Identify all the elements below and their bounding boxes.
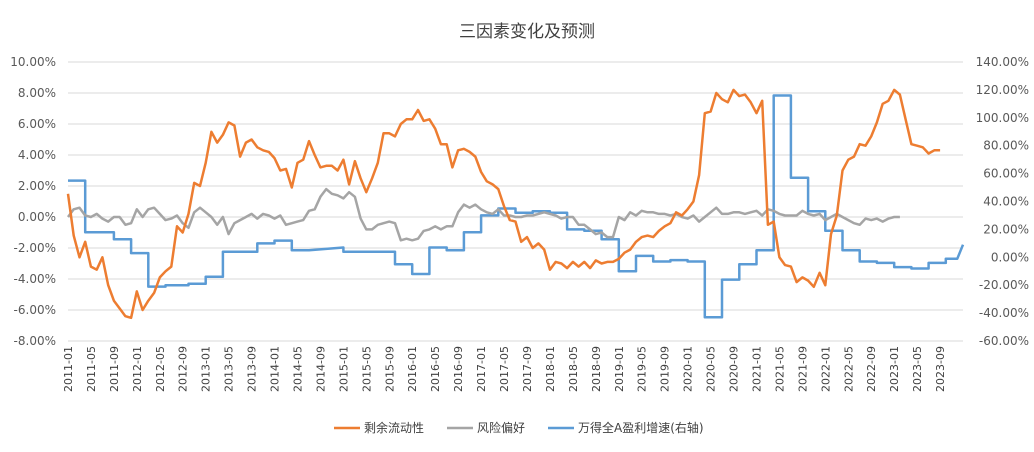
x-tick-label: 2011-05 [85, 346, 98, 392]
left-tick-label: 2.00% [18, 179, 56, 193]
left-tick-label: 6.00% [18, 117, 56, 131]
right-tick-label: 120.00% [976, 83, 1029, 97]
gridlines [68, 61, 963, 342]
x-tick-label: 2016-05 [429, 346, 442, 392]
x-tick-label: 2013-05 [223, 346, 236, 392]
x-axis-ticks: 2011-01 2011-05 2011-09 2012-01 2012-05 2012-… [62, 346, 947, 392]
x-tick-label: 2012-05 [154, 346, 167, 392]
series-layer [66, 88, 965, 320]
right-tick-label: 60.00% [983, 167, 1029, 181]
x-tick-label: 2022-05 [842, 346, 855, 392]
legend-item-excess-liquidity[interactable]: 剩余流动性 [334, 420, 424, 435]
left-tick-label: 10.00% [10, 55, 56, 69]
x-tick-label: 2023-01 [888, 346, 901, 392]
x-tick-label: 2012-01 [131, 346, 144, 392]
right-tick-label: 20.00% [983, 222, 1029, 236]
x-tick-label: 2017-05 [498, 346, 511, 392]
legend-label-earnings-growth: 万得全A盈利增速(右轴) [578, 420, 704, 435]
x-tick-label: 2021-09 [796, 346, 809, 392]
x-tick-label: 2020-09 [728, 346, 741, 392]
x-tick-label: 2015-01 [337, 346, 350, 392]
x-tick-label: 2021-05 [773, 346, 786, 392]
x-tick-label: 2014-09 [314, 346, 327, 392]
right-tick-label: -40.00% [979, 306, 1029, 320]
left-tick-label: -2.00% [14, 241, 56, 255]
right-tick-label: 40.00% [983, 195, 1029, 209]
x-tick-label: 2018-05 [567, 346, 580, 392]
x-tick-label: 2014-01 [269, 346, 282, 392]
right-tick-label: 140.00% [976, 55, 1029, 69]
left-tick-label: 0.00% [18, 210, 56, 224]
legend-item-earnings-growth[interactable]: 万得全A盈利增速(右轴) [548, 420, 704, 435]
right-tick-label: 100.00% [976, 111, 1029, 125]
x-tick-label: 2013-09 [246, 346, 259, 392]
chart-title: 三因素变化及预测 [459, 22, 595, 42]
x-tick-label: 2014-05 [291, 346, 304, 392]
x-tick-label: 2020-05 [705, 346, 718, 392]
series-line-excess-liquidity [66, 88, 941, 320]
legend-label-excess-liquidity: 剩余流动性 [364, 420, 424, 435]
right-tick-label: 0.00% [991, 250, 1029, 264]
x-tick-label: 2019-01 [613, 346, 626, 392]
x-tick-label: 2023-05 [911, 346, 924, 392]
x-tick-label: 2015-05 [360, 346, 373, 392]
x-tick-label: 2013-01 [200, 346, 213, 392]
x-tick-label: 2022-01 [819, 346, 832, 392]
x-tick-label: 2017-09 [521, 346, 534, 392]
right-tick-label: 80.00% [983, 139, 1029, 153]
x-tick-label: 2019-05 [636, 346, 649, 392]
right-tick-label: -60.00% [979, 334, 1029, 348]
legend: 剩余流动性 风险偏好 万得全A盈利增速(右轴) [334, 420, 704, 435]
series-line-earnings-growth [68, 94, 965, 319]
x-tick-label: 2018-01 [544, 346, 557, 392]
x-tick-label: 2012-09 [177, 346, 190, 392]
right-tick-label: -20.00% [979, 278, 1029, 292]
x-tick-label: 2011-01 [62, 346, 75, 392]
x-tick-label: 2023-09 [934, 346, 947, 392]
left-tick-label: -6.00% [14, 303, 56, 317]
left-tick-label: -4.00% [14, 272, 56, 286]
x-tick-label: 2011-09 [108, 346, 121, 392]
x-tick-label: 2021-01 [750, 346, 763, 392]
right-axis-ticks: -60.00% -40.00% -20.00% 0.00% 20.00% 40.00% 60… [976, 55, 1029, 348]
left-tick-label: 8.00% [18, 86, 56, 100]
x-tick-label: 2017-01 [475, 346, 488, 392]
x-tick-label: 2019-09 [659, 346, 672, 392]
x-tick-label: 2020-01 [682, 346, 695, 392]
left-tick-label: 4.00% [18, 148, 56, 162]
x-tick-label: 2016-01 [406, 346, 419, 392]
legend-label-risk-appetite: 风险偏好 [477, 420, 525, 435]
series-line-risk-appetite [66, 187, 900, 242]
x-tick-label: 2016-09 [452, 346, 465, 392]
left-tick-label: -8.00% [14, 334, 56, 348]
x-tick-label: 2022-09 [865, 346, 878, 392]
legend-item-risk-appetite[interactable]: 风险偏好 [447, 420, 525, 435]
left-axis-ticks: -8.00% -6.00% -4.00% -2.00% 0.00% 2.00% 4.00% 6… [10, 55, 56, 348]
x-tick-label: 2015-09 [383, 346, 396, 392]
x-tick-label: 2018-09 [590, 346, 603, 392]
